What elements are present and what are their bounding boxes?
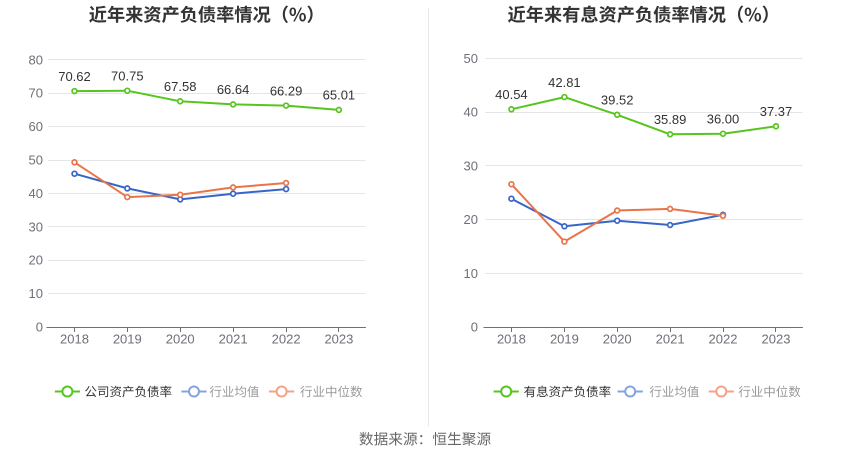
svg-text:2020: 2020 xyxy=(603,332,632,347)
svg-text:2018: 2018 xyxy=(60,332,89,347)
svg-text:50: 50 xyxy=(29,153,43,168)
svg-text:30: 30 xyxy=(464,158,478,173)
svg-text:2022: 2022 xyxy=(272,332,301,347)
svg-text:39.52: 39.52 xyxy=(601,93,634,108)
svg-text:60: 60 xyxy=(29,119,43,134)
svg-text:2023: 2023 xyxy=(762,332,791,347)
svg-text:20: 20 xyxy=(464,212,478,227)
svg-text:80: 80 xyxy=(29,52,43,67)
svg-text:66.29: 66.29 xyxy=(270,83,303,98)
svg-text:37.37: 37.37 xyxy=(760,104,793,119)
svg-text:70.62: 70.62 xyxy=(58,69,91,84)
svg-text:2020: 2020 xyxy=(166,332,195,347)
svg-text:2018: 2018 xyxy=(497,332,526,347)
svg-text:0: 0 xyxy=(36,320,43,335)
svg-text:70.75: 70.75 xyxy=(111,69,144,84)
svg-text:36.00: 36.00 xyxy=(707,112,740,127)
svg-text:40: 40 xyxy=(29,186,43,201)
svg-text:70: 70 xyxy=(29,86,43,101)
svg-text:2021: 2021 xyxy=(656,332,685,347)
svg-text:20: 20 xyxy=(29,253,43,268)
svg-text:40.54: 40.54 xyxy=(495,87,528,102)
svg-text:10: 10 xyxy=(29,286,43,301)
svg-text:42.81: 42.81 xyxy=(548,75,581,90)
svg-text:30: 30 xyxy=(29,219,43,234)
svg-text:2022: 2022 xyxy=(709,332,738,347)
svg-text:2019: 2019 xyxy=(550,332,579,347)
svg-text:2019: 2019 xyxy=(113,332,142,347)
svg-text:35.89: 35.89 xyxy=(654,112,687,127)
svg-text:2023: 2023 xyxy=(324,332,353,347)
svg-text:2021: 2021 xyxy=(219,332,248,347)
svg-text:66.64: 66.64 xyxy=(217,82,250,97)
svg-text:0: 0 xyxy=(471,320,478,335)
svg-text:67.58: 67.58 xyxy=(164,79,197,94)
svg-text:10: 10 xyxy=(464,266,478,281)
svg-text:65.01: 65.01 xyxy=(323,88,356,103)
svg-text:40: 40 xyxy=(464,105,478,120)
svg-text:50: 50 xyxy=(464,51,478,66)
